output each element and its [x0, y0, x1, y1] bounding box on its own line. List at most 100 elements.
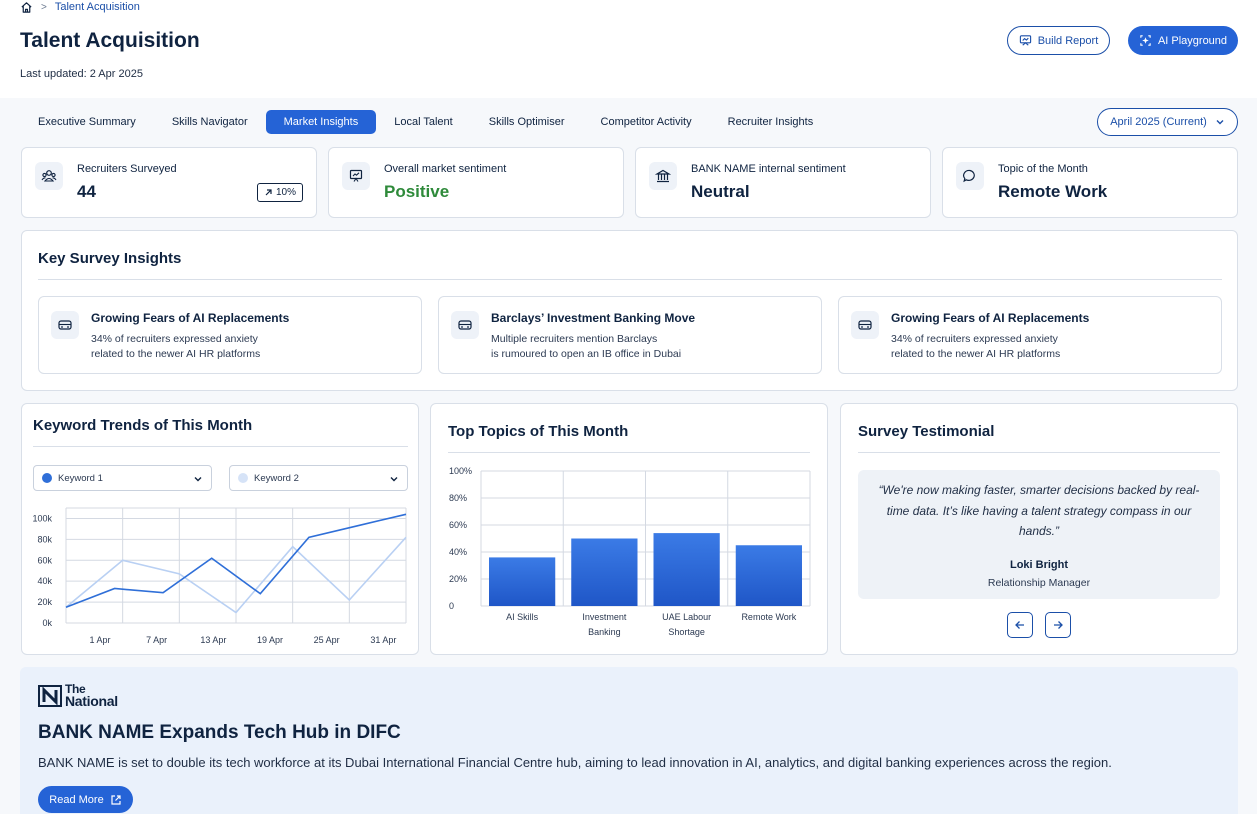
- y-tick-label: 80k: [37, 534, 52, 544]
- section-tabs: Executive Summary Skills Navigator Marke…: [20, 110, 831, 134]
- y-tick-label: 100k: [32, 513, 52, 523]
- insight-text: related to the newer AI HR platforms: [91, 348, 261, 360]
- insight-text: 34% of recruiters expressed anxiety: [91, 333, 258, 345]
- page-title: Talent Acquisition: [20, 29, 200, 52]
- chevron-right-icon: >: [41, 1, 47, 13]
- stat-label: Recruiters Surveyed: [77, 163, 177, 175]
- category-label: Remote Work: [741, 612, 796, 622]
- section-title: Survey Testimonial: [858, 423, 995, 440]
- build-report-button[interactable]: Build Report: [1007, 26, 1110, 55]
- trend-badge: 10%: [256, 183, 303, 202]
- bar: [653, 533, 720, 606]
- divider: [38, 279, 1222, 280]
- insight-text: Multiple recruiters mention Barclays: [491, 333, 658, 345]
- home-icon[interactable]: [20, 1, 33, 14]
- breadcrumb: > Talent Acquisition: [20, 0, 140, 14]
- month-select-value: April 2025 (Current): [1110, 116, 1207, 128]
- insight-title: Barclays’ Investment Banking Move: [491, 311, 696, 325]
- stat-value: 44: [77, 182, 96, 201]
- ai-sparkle-icon: [1140, 35, 1151, 46]
- previous-button[interactable]: [1007, 612, 1033, 638]
- ai-playground-label: AI Playground: [1157, 34, 1228, 47]
- x-tick-label: 31 Apr: [370, 635, 396, 645]
- arrow-left-icon: [1015, 621, 1024, 629]
- stat-card-recruiters: Recruiters Surveyed 44 10%: [21, 147, 317, 218]
- tab-skills-navigator[interactable]: Skills Navigator: [171, 116, 248, 128]
- divider: [448, 452, 810, 453]
- tab-skills-optimiser[interactable]: Skills Optimiser: [488, 116, 565, 128]
- x-tick-label: 13 Apr: [200, 635, 226, 645]
- top-topics-chart: 0 20% 40% 60% 80% 100% AI Skills Investment Bank…: [449, 466, 811, 637]
- read-more-label: Read More: [49, 793, 104, 806]
- car-icon: [851, 311, 879, 339]
- insight-card[interactable]: Growing Fears of AI Replacements 34% of …: [838, 296, 1222, 374]
- y-tick-label: 20k: [37, 597, 52, 607]
- keyword-2-select[interactable]: Keyword 2: [229, 465, 408, 491]
- testimonial-role: Relationship Manager: [987, 577, 1091, 589]
- series-line-keyword-2: [65, 536, 407, 614]
- series-line-keyword-1: [65, 513, 407, 609]
- car-icon: [451, 311, 479, 339]
- tab-recruiter-insights[interactable]: Recruiter Insights: [727, 116, 814, 128]
- stat-card-internal-sentiment: BANK NAME internal sentiment Neutral: [635, 147, 931, 218]
- bar: [489, 557, 556, 606]
- presentation-icon: [342, 162, 370, 190]
- users-icon: [35, 162, 63, 190]
- insight-title: Growing Fears of AI Replacements: [891, 311, 1090, 325]
- category-label: Investment: [582, 612, 627, 622]
- report-icon: [1019, 35, 1031, 46]
- testimonial-author: Loki Bright: [1009, 559, 1069, 571]
- keyword-1-select[interactable]: Keyword 1: [33, 465, 212, 491]
- stat-value: Remote Work: [998, 182, 1108, 201]
- the-national-mark-icon: [38, 685, 62, 707]
- insight-text: 34% of recruiters expressed anxiety: [891, 333, 1058, 345]
- read-more-button[interactable]: Read More: [38, 786, 133, 813]
- tab-market-insights[interactable]: Market Insights: [265, 110, 377, 134]
- page-header: > Talent Acquisition Talent Acquisition …: [0, 0, 1257, 98]
- category-label: UAE Labour: [662, 612, 711, 622]
- breadcrumb-current[interactable]: Talent Acquisition: [54, 1, 140, 13]
- y-tick-label: 60%: [449, 520, 467, 530]
- next-button[interactable]: [1045, 612, 1071, 638]
- x-tick-label: 25 Apr: [314, 635, 340, 645]
- y-tick-label: 0k: [42, 618, 52, 628]
- y-tick-label: 80%: [449, 493, 467, 503]
- build-report-label: Build Report: [1037, 34, 1099, 47]
- news-headline: BANK NAME Expands Tech Hub in DIFC: [38, 722, 401, 743]
- insight-card[interactable]: Barclays’ Investment Banking Move Multip…: [438, 296, 822, 374]
- tab-executive-summary[interactable]: Executive Summary: [38, 116, 136, 128]
- y-tick-label: 40k: [37, 576, 52, 586]
- ai-playground-button[interactable]: AI Playground: [1128, 26, 1238, 55]
- keyword-trends-chart: 0k 20k 40k 60k 80k 100k 1 Apr 7 Apr 13 Apr 19 Apr…: [32, 507, 407, 645]
- external-link-icon: [111, 794, 121, 805]
- divider: [33, 446, 408, 447]
- logo-line: National: [65, 693, 118, 709]
- x-tick-label: 7 Apr: [146, 635, 167, 645]
- y-tick-label: 100%: [449, 466, 472, 476]
- car-icon: [51, 311, 79, 339]
- section-title: Keyword Trends of This Month: [33, 417, 253, 434]
- trend-badge-value: 10%: [275, 187, 296, 198]
- section-title: Top Topics of This Month: [448, 423, 629, 440]
- y-tick-label: 20%: [449, 574, 467, 584]
- insight-text: related to the newer AI HR platforms: [891, 348, 1061, 360]
- month-select[interactable]: April 2025 (Current): [1097, 108, 1238, 136]
- x-tick-label: 19 Apr: [257, 635, 283, 645]
- tab-competitor-activity[interactable]: Competitor Activity: [600, 116, 692, 128]
- news-body: BANK NAME is set to double its tech work…: [38, 755, 1112, 770]
- y-tick-label: 60k: [37, 555, 52, 565]
- y-tick-label: 0: [449, 601, 454, 611]
- testimonial-panel: Survey Testimonial “We're now making fas…: [840, 403, 1238, 655]
- insight-card[interactable]: Growing Fears of AI Replacements 34% of …: [38, 296, 422, 374]
- last-updated: Last updated: 2 Apr 2025: [20, 68, 143, 80]
- arrow-up-right-icon: [265, 189, 272, 196]
- keyword-1-value: Keyword 1: [58, 472, 103, 484]
- series-dot-icon: [238, 473, 248, 483]
- bank-icon: [649, 162, 677, 190]
- stat-label: Overall market sentiment: [384, 163, 507, 175]
- arrow-right-icon: [1054, 621, 1063, 629]
- tab-local-talent[interactable]: Local Talent: [394, 116, 453, 128]
- keyword-2-value: Keyword 2: [254, 472, 299, 484]
- chevron-down-icon: [194, 477, 202, 482]
- insight-text: is rumoured to open an IB office in Duba…: [491, 348, 682, 360]
